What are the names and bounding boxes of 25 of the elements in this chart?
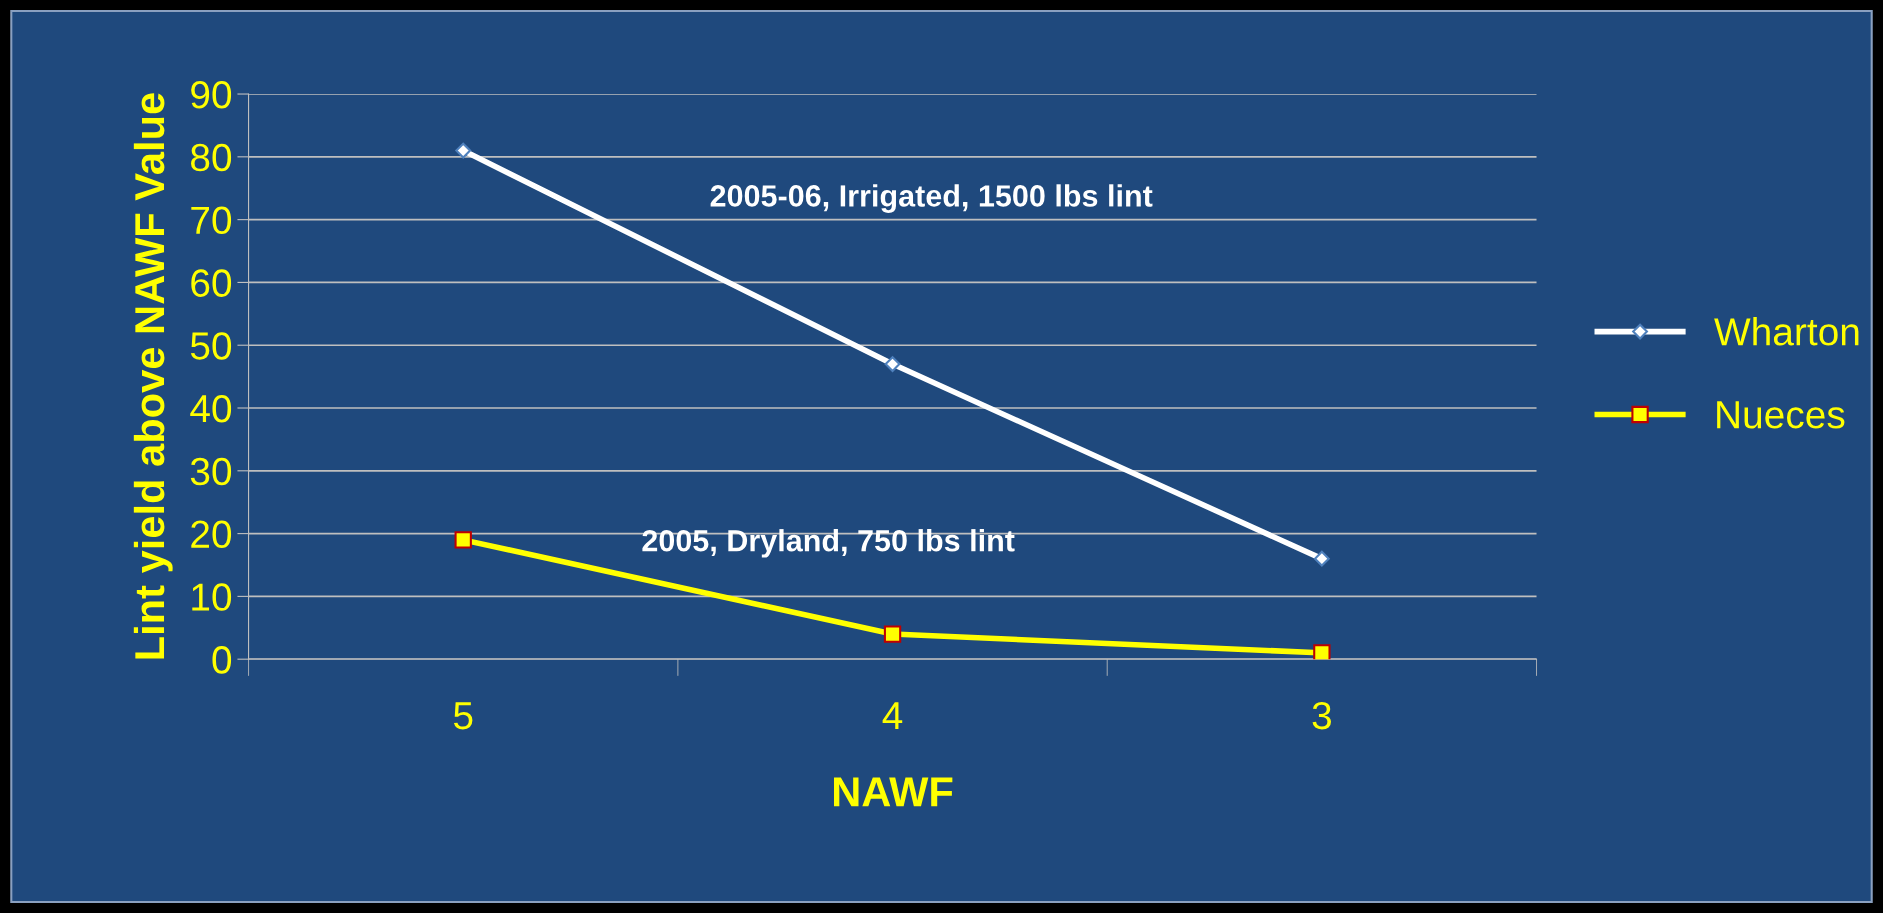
y-tick-label: 60 bbox=[191, 269, 232, 297]
x-tick-label: 5 bbox=[453, 702, 473, 730]
y-tick-label: 40 bbox=[190, 394, 232, 423]
point bbox=[884, 356, 901, 372]
y-tick-label: 70 bbox=[191, 206, 232, 235]
legend-label: Nueces bbox=[1717, 401, 1845, 429]
y-tick-label: 0 bbox=[212, 646, 232, 674]
annotation: 2005-06, Irrigated, 1500 lbs lint bbox=[710, 184, 1153, 213]
y-tick-label: 20 bbox=[191, 520, 232, 549]
y-tick-label: 30 bbox=[190, 457, 232, 486]
x-tick-label: 3 bbox=[1312, 701, 1331, 730]
y-tick-label: 50 bbox=[190, 332, 232, 360]
point bbox=[455, 142, 472, 159]
y-axis-title: Lint yield above NAWF Value bbox=[133, 93, 173, 659]
point bbox=[1313, 550, 1330, 567]
x-tick-label: 4 bbox=[882, 702, 903, 730]
legend-label: Wharton bbox=[1714, 317, 1859, 346]
x-axis-title: NAWF bbox=[833, 777, 953, 807]
y-tick-label: 90 bbox=[191, 80, 232, 109]
y-tick-label: 10 bbox=[192, 583, 232, 611]
point bbox=[883, 625, 902, 643]
point bbox=[1313, 644, 1331, 660]
y-tick-label: 80 bbox=[191, 143, 232, 172]
annotation: 2005, Dryland, 750 lbs lint bbox=[642, 529, 1015, 558]
point bbox=[454, 531, 472, 549]
